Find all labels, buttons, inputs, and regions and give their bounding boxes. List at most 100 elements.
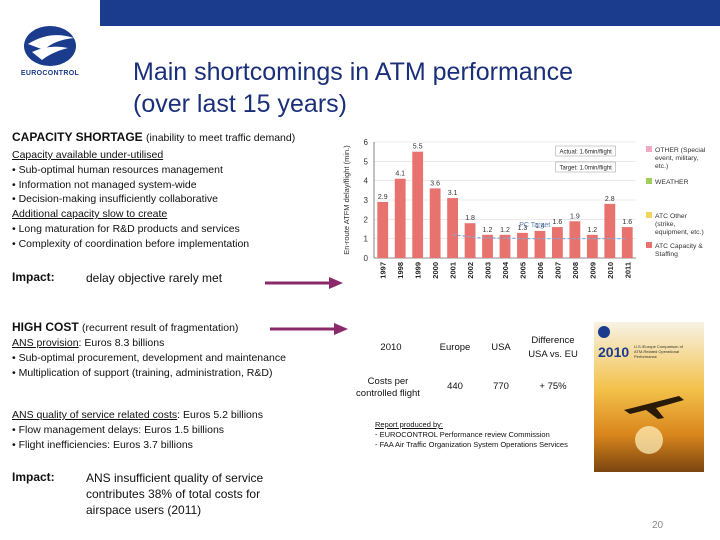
legend-label: Staffing [655,251,678,258]
bar-value-label: 1.4 [535,223,545,230]
actual-box-text: Actual: 1.6min/flight [559,150,612,156]
x-tick-label: 2007 [553,262,562,279]
bar-value-label: 1.8 [465,215,475,222]
capacity-line: • Complexity of coordination before impl… [12,237,250,250]
capacity-line: • Decision-making insufficiently collabo… [12,193,218,206]
provision-value: : Euros 8.3 billions [78,337,165,349]
bar-value-label: 2.8 [605,196,615,203]
target-line [452,234,628,240]
bar-value-label: 3.1 [448,190,458,197]
table-col-usa: USA [491,342,511,353]
provision-item: • Multiplication of support (training, a… [12,366,273,379]
legend-label: event, military, [655,155,698,162]
x-tick-label: 2009 [588,262,597,279]
capacity-arrow-icon [265,277,343,289]
cost-impact-line: ANS insufficient quality of service [86,471,264,485]
y-tick-label: 1 [364,235,369,244]
capacity-heading: CAPACITY SHORTAGE (inability to meet tra… [12,130,295,144]
x-tick-label: 2011 [623,262,632,278]
x-tick-label: 2004 [501,261,510,279]
report-cover-year: 2010 [598,344,630,360]
cost-arrow-icon [270,323,348,335]
x-tick-label: 1999 [414,262,423,279]
provision-title: ANS provision [12,337,79,349]
bar-value-label: 1.2 [483,227,493,234]
legend-swatch [646,242,652,248]
bar-value-label: 1.9 [570,213,580,220]
bar-value-label: 1.2 [500,227,510,234]
report-line: - EUROCONTROL Performance review Commiss… [375,430,550,439]
quality-item: • Flight inefficiencies: Euros 3.7 billi… [12,438,193,451]
cost-impact-line: airspace users (2011) [86,503,202,517]
legend-label: equipment, etc.) [655,229,704,236]
report-cover-title-line: ATM-Related Operational Performance [634,349,680,359]
page-title: Main shortcomings in ATM performance (ov… [133,56,673,120]
title-line-1: Main shortcomings in ATM performance [133,58,573,86]
bar-value-label: 1.2 [587,227,597,234]
table-col-difference: Difference USA vs. EU [521,334,585,362]
report-cover-art [594,322,704,472]
x-tick-label: 1997 [379,262,388,279]
legend-swatch [646,178,652,184]
bar-value-label: 1.6 [553,219,563,226]
table-year: 2010 [380,342,402,353]
x-tick-label: 2010 [606,262,615,279]
bar [551,227,563,258]
bar [482,234,493,258]
capacity-line: • Information not managed system-wide [12,178,197,191]
legend-label: OTHER (Special [655,147,706,154]
legend-label: (strike, [655,221,676,228]
provision-item: • Sub-optimal procurement, development a… [12,351,286,364]
quality-title: ANS quality of service related costs [12,409,178,421]
bar [464,223,476,258]
target-box-text: Target: 1.0min/flight [559,166,612,172]
y-tick-label: 3 [364,196,369,205]
report-title: Report produced by: [375,420,443,429]
page-number: 20 [652,520,664,531]
legend-swatch [646,146,652,152]
report-cover-title: U.S./Europe Comparison of ATM-Related Op… [634,344,702,359]
legend-label: ATC Other [655,213,688,220]
bar [447,198,459,258]
x-tick-label: 2003 [484,262,493,279]
capacity-heading-text: CAPACITY SHORTAGE [12,130,143,144]
bar-value-label: 2.9 [378,194,388,201]
provision-block: ANS provision: Euros 8.3 billions • Sub-… [12,336,342,380]
cost-heading-text: HIGH COST [12,320,79,334]
cost-impact-line: contributes 38% of total costs for [86,487,261,501]
cost-heading: HIGH COST (recurrent result of fragmenta… [12,320,238,334]
capacity-impact-label: Impact: [12,270,55,284]
provision-line: ANS provision: Euros 8.3 billions [12,336,342,351]
capacity-heading-sub: (inability to meet traffic demand) [146,132,296,144]
cost-impact-label: Impact: [12,470,55,484]
table-col-europe: Europe [439,342,471,353]
table-col-diff-line: Difference [531,335,575,346]
legend-label: etc.) [655,163,668,170]
target-box [555,161,616,173]
report-line: - FAA Air Traffic Organization System Op… [375,440,568,449]
bar [569,221,581,258]
cost-impact-text: ANS insufficient quality of service cont… [86,470,263,518]
x-tick-label: 2001 [449,262,458,279]
table-val-diff: + 75% [539,381,567,392]
bar-value-label: 5.5 [413,144,423,151]
quality-item: • Flow management delays: Euros 1.5 bill… [12,423,225,436]
y-tick-label: 4 [364,177,369,186]
bar [412,151,424,258]
report-cover-image: 2010 U.S./Europe Comparison of ATM-Relat… [594,322,704,472]
report-cover-title-line: U.S./Europe Comparison of [634,344,683,349]
bar [517,232,528,258]
legend-label: ATC Capacity & [655,243,703,250]
bar [604,203,616,258]
table-val-europe: 440 [447,381,463,392]
bar [394,178,406,258]
x-tick-label: 2005 [518,262,527,279]
bar-value-label: 3.6 [430,180,440,187]
target-label: PC Target [519,222,550,229]
bar [586,234,598,258]
x-tick-label: 2006 [536,262,545,279]
capacity-list: Capacity available under-utilised • Sub-… [12,148,342,252]
quality-line: ANS quality of service related costs: Eu… [12,408,342,423]
y-tick-label: 6 [364,138,369,147]
logo-text: EUROCONTROL [20,70,80,77]
